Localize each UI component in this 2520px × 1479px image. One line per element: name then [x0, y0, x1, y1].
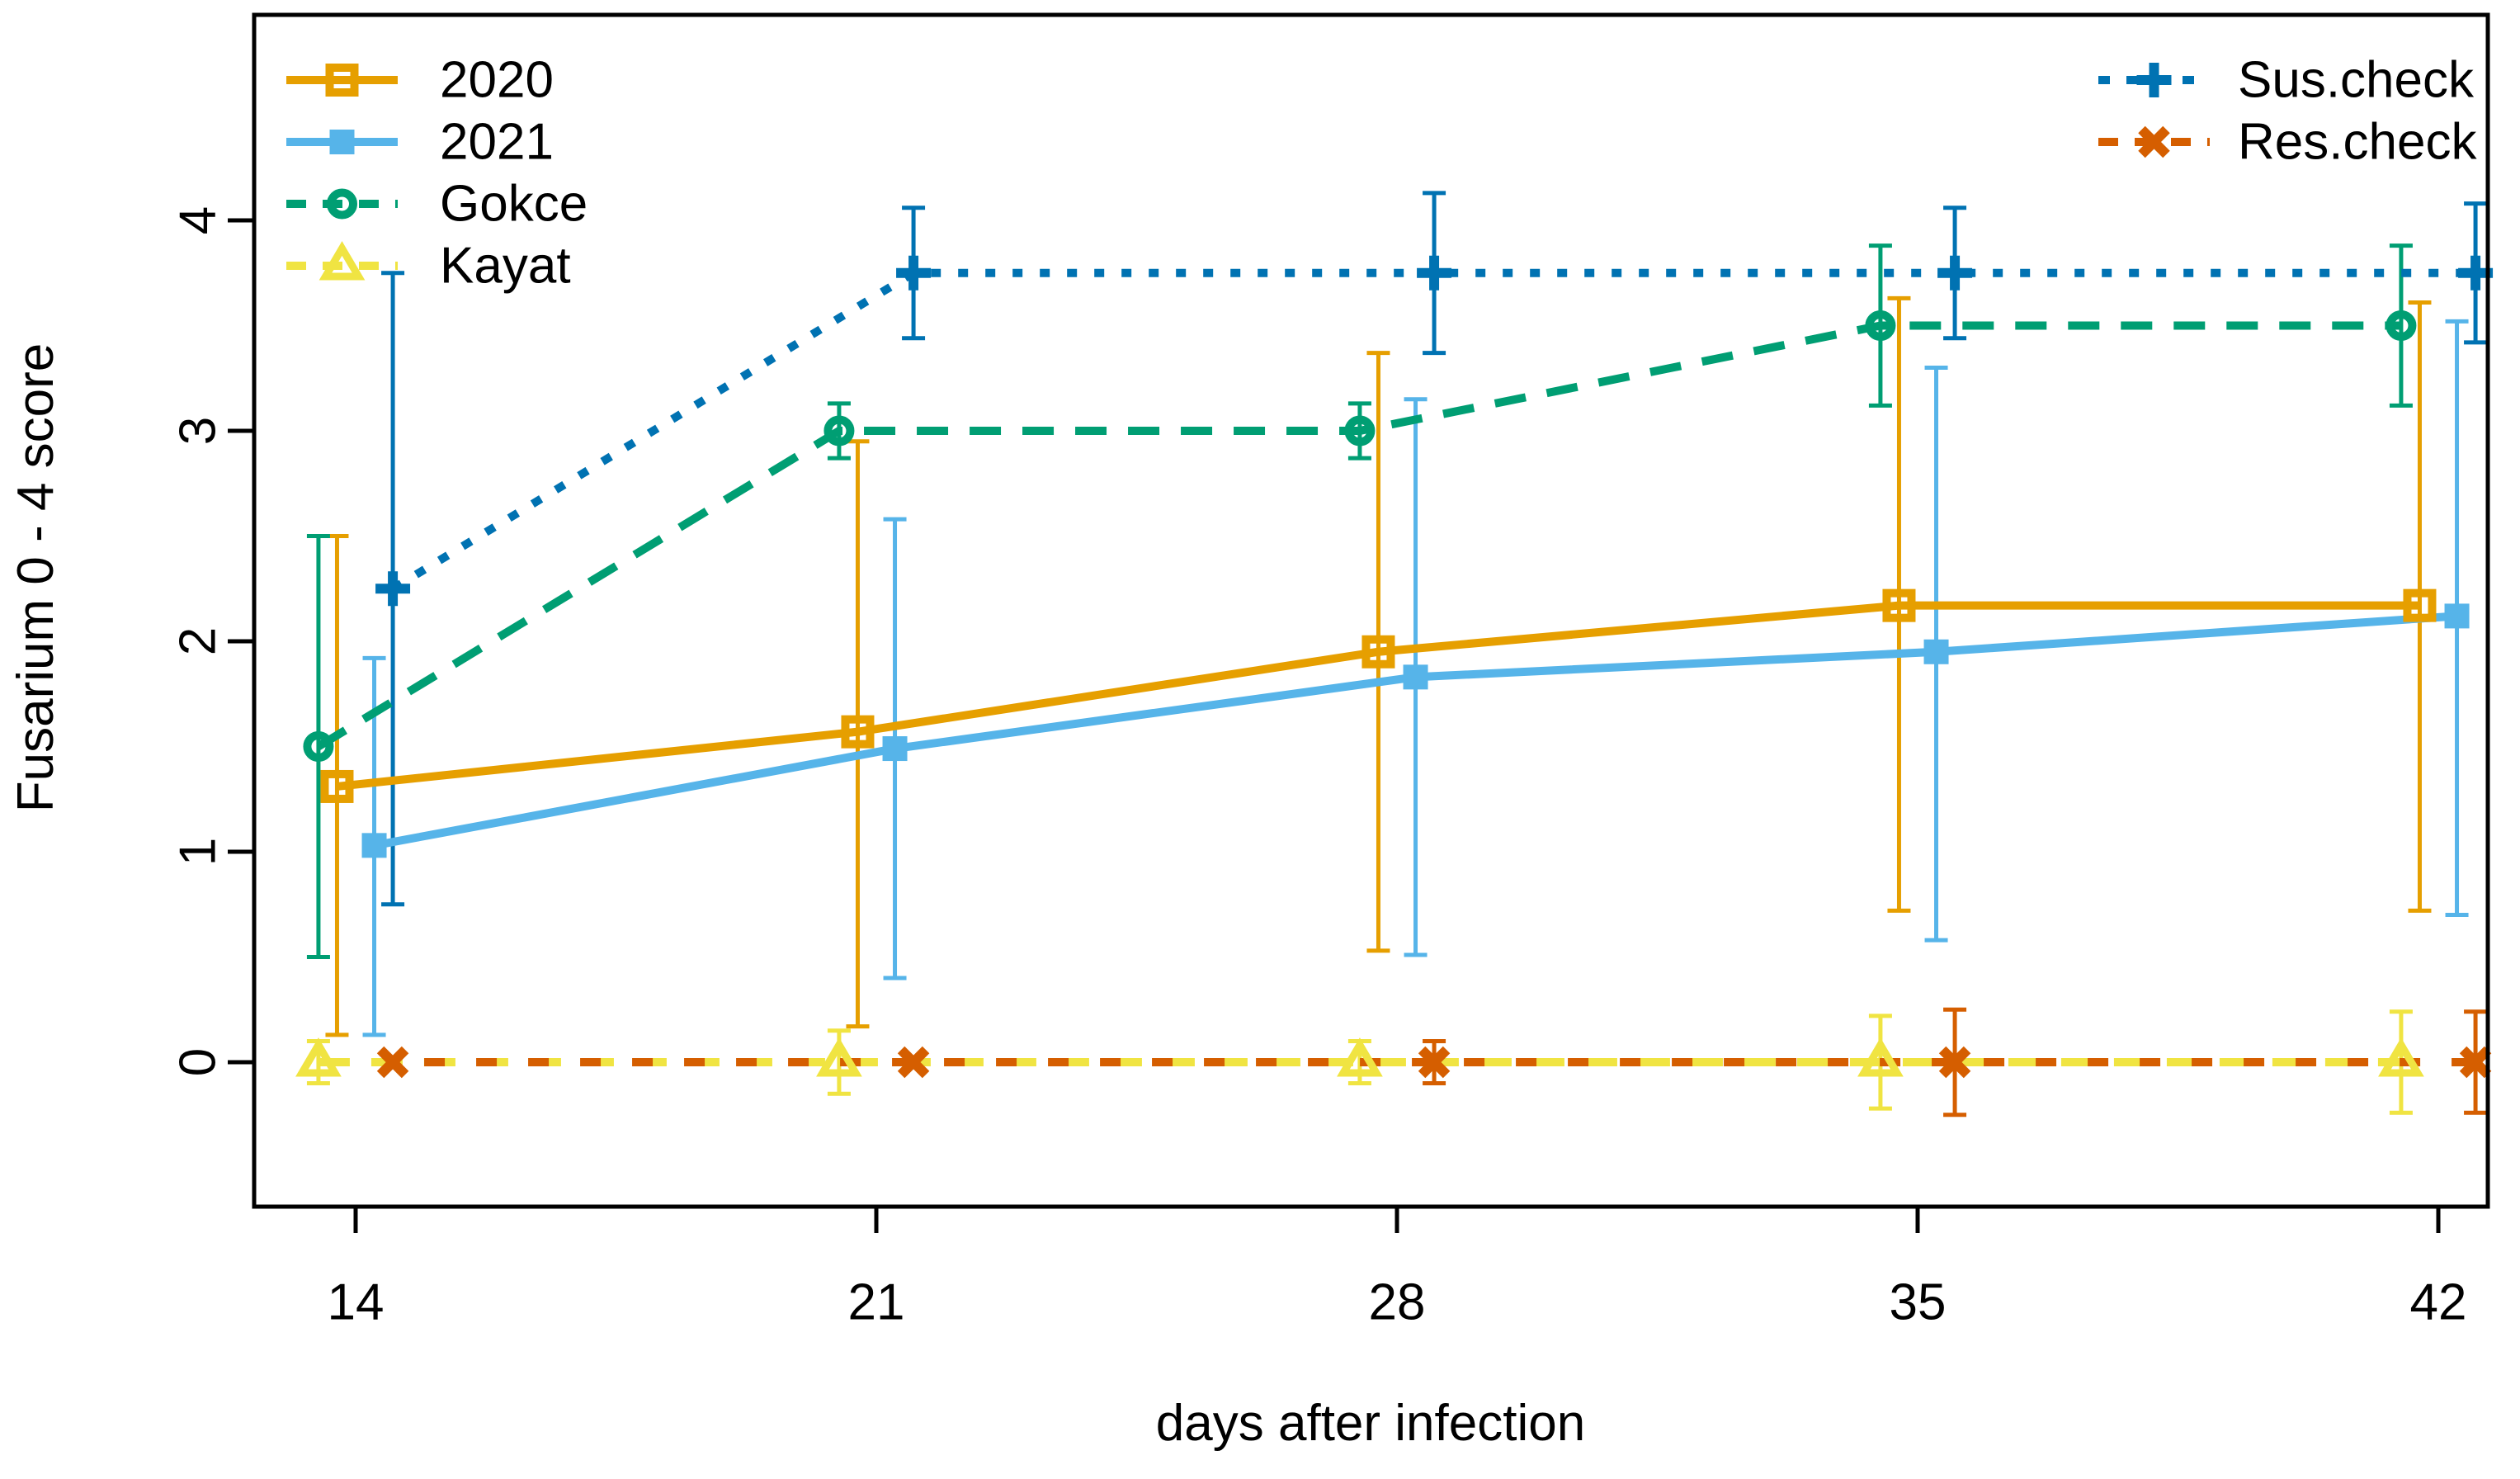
x-marker: [1418, 1046, 1451, 1079]
open-circle-marker: [1865, 310, 1896, 341]
plus-marker: [2136, 63, 2172, 97]
legend-item-2020: 2020: [286, 52, 554, 109]
open-triangle-marker: [2378, 1037, 2424, 1077]
series-markers-Res.check: [376, 1046, 2492, 1079]
legend-item-2021: 2021: [286, 114, 554, 171]
legend-label-2021: 2021: [440, 114, 554, 171]
x-marker: [376, 1046, 409, 1079]
series-line-2020: [336, 601, 2420, 791]
open-square-marker: [841, 715, 875, 749]
open-circle-marker: [303, 731, 334, 762]
x-axis: 14 21 28 35 42: [328, 1207, 2467, 1331]
y-tick-label: 1: [170, 838, 227, 866]
open-circle-marker: [823, 415, 855, 447]
legend-item-Res.check: Res.check: [2098, 114, 2477, 171]
legend-label-Kayat: Kayat: [440, 238, 571, 295]
y-axis-title: Fusarium 0 - 4 score: [7, 343, 64, 813]
filled-square-marker: [1403, 664, 1428, 690]
filled-square-marker: [2444, 603, 2470, 629]
y-tick-label: 4: [170, 206, 227, 234]
series-markers-Gokce: [303, 310, 2417, 762]
plus-marker: [1417, 255, 1452, 291]
open-triangle-marker: [816, 1037, 862, 1077]
y-tick-label: 0: [170, 1048, 227, 1076]
open-triangle-marker: [1337, 1037, 1383, 1077]
plus-marker: [1937, 255, 1973, 291]
open-triangle-marker: [1857, 1037, 1904, 1077]
series-line-Gokce: [316, 321, 2401, 750]
open-square-marker: [320, 769, 354, 803]
x-tick-label: 28: [1369, 1274, 1426, 1331]
x-axis-title: days after infection: [1156, 1395, 1585, 1452]
x-tick-label: 35: [1890, 1274, 1947, 1331]
series-markers-2021: [361, 603, 2470, 858]
y-tick-label: 3: [170, 417, 227, 445]
open-square-marker: [2403, 588, 2437, 622]
filled-square-marker: [361, 833, 387, 858]
legend-label-Gokce: Gokce: [440, 176, 588, 233]
x-tick-label: 14: [328, 1274, 385, 1331]
open-square-marker: [325, 64, 359, 97]
legend-item-Kayat: Kayat: [286, 238, 571, 295]
legend-item-Sus.check: Sus.check: [2098, 52, 2475, 109]
y-axis: 0 1 2 3 4: [170, 206, 254, 1076]
open-square-marker: [1361, 635, 1395, 669]
filled-square-marker: [1923, 639, 1949, 664]
series-markers-layer: [295, 255, 2494, 1079]
x-marker: [2459, 1046, 2492, 1079]
plot-border: [252, 12, 2490, 1209]
legend-label-Res.check: Res.check: [2238, 114, 2477, 171]
open-circle-marker: [1344, 415, 1376, 447]
open-circle-marker: [2386, 310, 2417, 341]
y-tick-label: 2: [170, 627, 227, 655]
open-triangle-marker: [295, 1037, 342, 1077]
legend-label-Sus.check: Sus.check: [2238, 52, 2475, 109]
plus-marker: [896, 255, 932, 291]
x-tick-label: 42: [2410, 1274, 2467, 1331]
x-marker: [1938, 1046, 1971, 1079]
plus-marker: [375, 571, 411, 607]
series-markers-Kayat: [295, 1037, 2424, 1077]
open-circle-marker: [327, 188, 357, 220]
filled-square-marker: [329, 130, 355, 154]
series-markers-2020: [320, 588, 2437, 803]
x-tick-label: 21: [848, 1274, 905, 1331]
legend-label-2020: 2020: [440, 52, 554, 109]
open-triangle-marker: [319, 241, 366, 281]
x-marker: [2138, 125, 2170, 158]
filled-square-marker: [882, 736, 908, 762]
open-square-marker: [1882, 588, 1916, 622]
x-marker: [897, 1046, 930, 1079]
legend-item-Gokce: Gokce: [286, 176, 588, 233]
